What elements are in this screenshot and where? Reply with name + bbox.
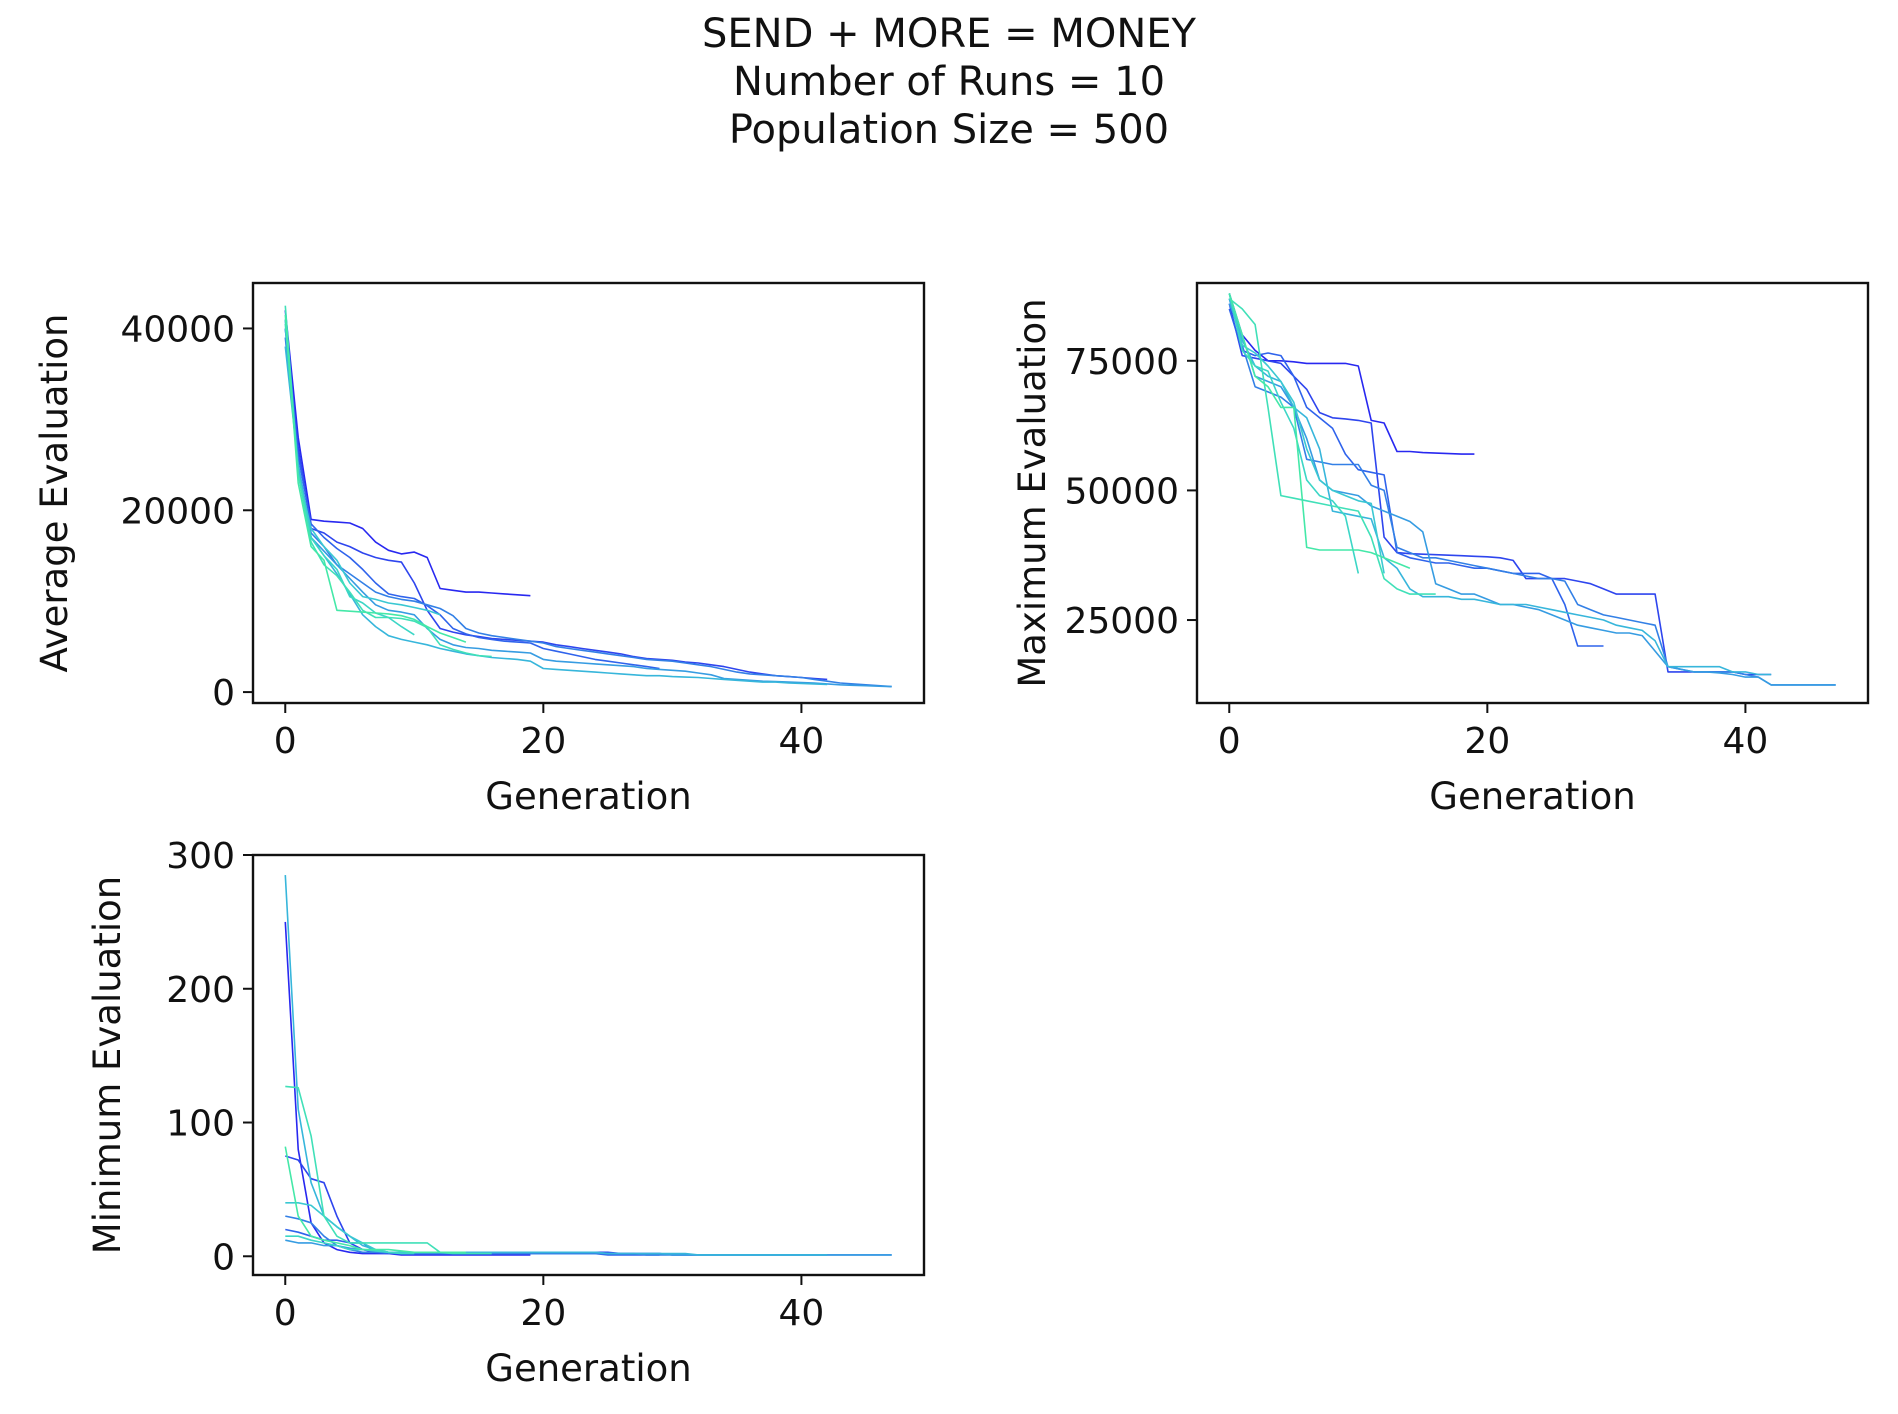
maximum-series-run-6 xyxy=(1228,298,1772,676)
minimum-x-axis-label: Generation xyxy=(485,1347,691,1390)
minimum-series-run-9 xyxy=(285,1085,492,1255)
minimum-series-group xyxy=(284,875,892,1256)
title-line-runs: Number of Runs = 10 xyxy=(732,59,1166,105)
maximum-series-run-8 xyxy=(1228,293,1360,574)
maximum-x-tick-label: 20 xyxy=(1464,721,1510,762)
average-x-tick-label: 40 xyxy=(779,721,825,762)
minimum-series-run-6 xyxy=(284,875,828,1256)
maximum-y-tick-label: 50000 xyxy=(1064,471,1179,512)
minimum-x-tick-label: 0 xyxy=(274,1293,297,1334)
average-x-axis-label: Generation xyxy=(485,775,691,818)
maximum-y-tick-label: 75000 xyxy=(1064,342,1179,383)
average-series-group xyxy=(284,305,892,688)
average-axes-frame xyxy=(251,281,926,705)
average-series-run-5 xyxy=(284,328,892,688)
maximum-y-axis-label: Maximum Evaluation xyxy=(1011,298,1054,687)
minimum-x-tick-label: 40 xyxy=(779,1293,825,1334)
maximum-x-tick-label: 40 xyxy=(1723,721,1769,762)
maximum-series-run-4 xyxy=(1228,298,1836,686)
minimum-y-tick-label: 0 xyxy=(212,1237,235,1278)
maximum-axes-frame xyxy=(1195,281,1870,705)
maximum-series-group xyxy=(1228,293,1836,686)
maximum-series-run-9 xyxy=(1228,297,1436,595)
maximum-y-tick-label: 25000 xyxy=(1064,601,1179,642)
average-series-run-10 xyxy=(284,314,467,643)
maximum-evaluation-chart: 0 20 40 25000 50000 75000 Generation Maximum Ev… xyxy=(1011,281,1870,818)
figure-title: SEND + MORE = MONEY Number of Runs = 10 … xyxy=(0,10,1898,154)
maximum-series-run-7 xyxy=(1228,293,1385,574)
average-y-tick-label: 20000 xyxy=(120,491,235,532)
minimum-series-run-8 xyxy=(285,1235,415,1255)
maximum-series-run-10 xyxy=(1228,293,1411,569)
average-y-axis-label: Average Evaluation xyxy=(33,314,76,673)
minimum-y-tick-label: 300 xyxy=(166,836,235,877)
average-evaluation-chart: 0 20 40 0 20000 40000 Generation Average Evalua… xyxy=(33,281,926,818)
minimum-axes-frame xyxy=(251,853,926,1277)
maximum-x-axis-label: Generation xyxy=(1429,775,1635,818)
average-series-run-9 xyxy=(284,305,492,658)
average-series-run-7 xyxy=(284,319,441,616)
minimum-y-tick-label: 200 xyxy=(166,970,235,1011)
maximum-series-run-5 xyxy=(1228,303,1836,686)
maximum-series-run-2 xyxy=(1228,303,1772,676)
average-y-tick-label: 0 xyxy=(212,673,235,714)
average-x-tick-label: 20 xyxy=(520,721,566,762)
maximum-x-tick-label: 0 xyxy=(1218,721,1241,762)
minimum-y-axis-label: Minimum Evaluation xyxy=(86,876,129,1254)
maximum-series-run-3 xyxy=(1228,308,1604,647)
average-series-run-1 xyxy=(284,310,531,597)
minimum-y-tick-label: 100 xyxy=(166,1104,235,1145)
title-line-equation: SEND + MORE = MONEY xyxy=(702,11,1196,57)
average-series-run-4 xyxy=(284,337,892,688)
minimum-evaluation-chart: 0 20 40 0 100 200 300 Generation Minimum Evaluat… xyxy=(86,836,926,1390)
average-series-run-3 xyxy=(284,319,660,670)
average-series-run-6 xyxy=(284,346,828,686)
minimum-x-tick-label: 20 xyxy=(520,1293,566,1334)
title-line-population: Population Size = 500 xyxy=(728,107,1170,153)
minimum-series-run-10 xyxy=(284,1146,466,1254)
average-x-tick-label: 0 xyxy=(274,721,297,762)
average-series-run-2 xyxy=(284,328,828,681)
average-y-tick-label: 40000 xyxy=(120,309,235,350)
minimum-series-run-2 xyxy=(285,1155,828,1256)
